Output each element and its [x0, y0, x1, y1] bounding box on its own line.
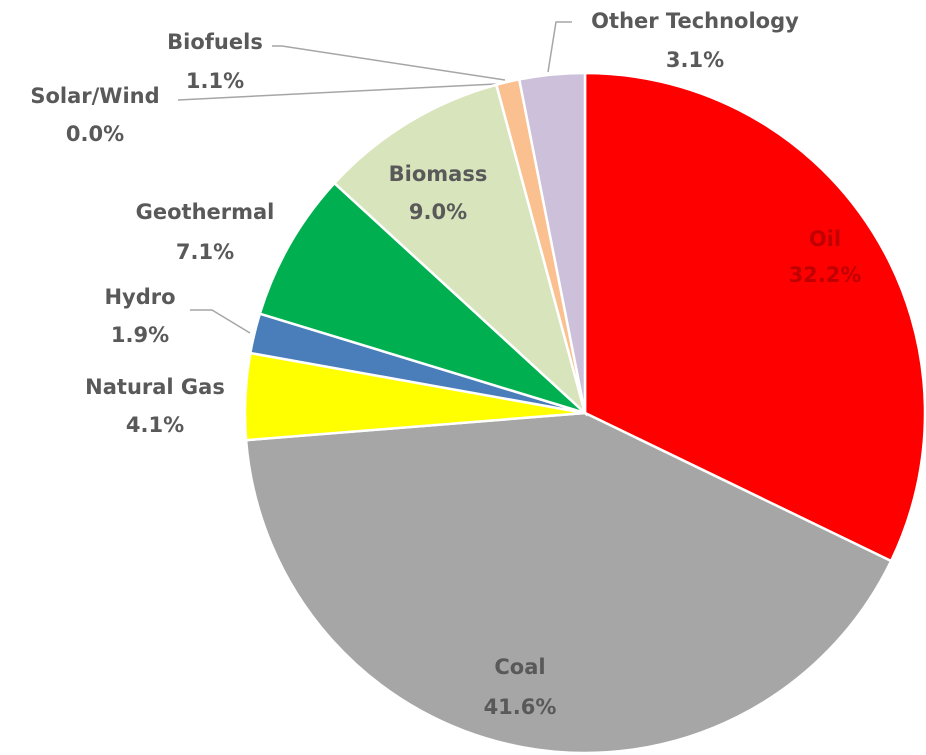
value-label: 32.2%: [789, 263, 862, 287]
slice-label: Natural Gas: [85, 375, 225, 399]
slice-label: Other Technology: [591, 9, 799, 33]
value-label: 3.1%: [666, 48, 724, 72]
slice-label: Biofuels: [167, 30, 263, 54]
slice-label: Solar/Wind: [30, 84, 159, 108]
pie-slice: [258, 181, 586, 415]
slice-label: Oil: [809, 227, 841, 251]
value-label: 1.9%: [111, 323, 169, 347]
value-label: 7.1%: [176, 240, 234, 264]
value-label: 4.1%: [126, 413, 184, 437]
slice-label: Coal: [494, 655, 545, 679]
slice-label: Biomass: [389, 162, 488, 186]
value-label: 41.6%: [484, 695, 557, 719]
slice-label: Geothermal: [136, 200, 275, 224]
pie-slice: [583, 71, 926, 563]
pie-slice: [517, 71, 587, 414]
leader-line: [177, 83, 497, 101]
pie-slice: [244, 411, 893, 755]
leader-line: [190, 309, 251, 334]
value-label: 1.1%: [186, 69, 244, 93]
value-label: 9.0%: [409, 200, 467, 224]
slice-label: Hydro: [104, 285, 175, 309]
value-label: 0.0%: [66, 122, 124, 146]
pie-slice: [332, 83, 588, 417]
leader-line: [547, 21, 572, 73]
leader-line: [272, 45, 506, 81]
